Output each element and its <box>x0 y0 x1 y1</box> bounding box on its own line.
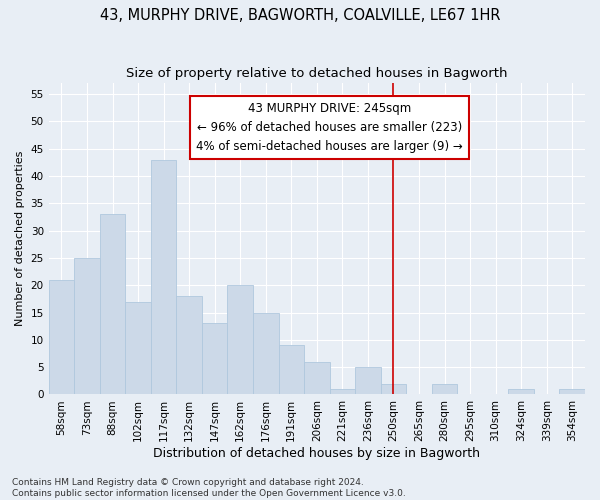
Bar <box>151 160 176 394</box>
Bar <box>100 214 125 394</box>
Bar <box>329 389 355 394</box>
Y-axis label: Number of detached properties: Number of detached properties <box>15 151 25 326</box>
Text: 43 MURPHY DRIVE: 245sqm
← 96% of detached houses are smaller (223)
4% of semi-de: 43 MURPHY DRIVE: 245sqm ← 96% of detache… <box>196 102 463 153</box>
Bar <box>74 258 100 394</box>
Bar <box>202 324 227 394</box>
Bar <box>559 389 585 394</box>
Bar <box>227 285 253 395</box>
Bar <box>304 362 329 394</box>
Bar <box>253 312 278 394</box>
Title: Size of property relative to detached houses in Bagworth: Size of property relative to detached ho… <box>126 68 508 80</box>
Bar <box>432 384 457 394</box>
Text: Contains HM Land Registry data © Crown copyright and database right 2024.
Contai: Contains HM Land Registry data © Crown c… <box>12 478 406 498</box>
Bar <box>278 346 304 395</box>
Bar <box>508 389 534 394</box>
Bar <box>176 296 202 394</box>
Bar <box>125 302 151 394</box>
X-axis label: Distribution of detached houses by size in Bagworth: Distribution of detached houses by size … <box>154 447 481 460</box>
Bar <box>355 367 380 394</box>
Bar <box>49 280 74 394</box>
Bar <box>380 384 406 394</box>
Text: 43, MURPHY DRIVE, BAGWORTH, COALVILLE, LE67 1HR: 43, MURPHY DRIVE, BAGWORTH, COALVILLE, L… <box>100 8 500 22</box>
